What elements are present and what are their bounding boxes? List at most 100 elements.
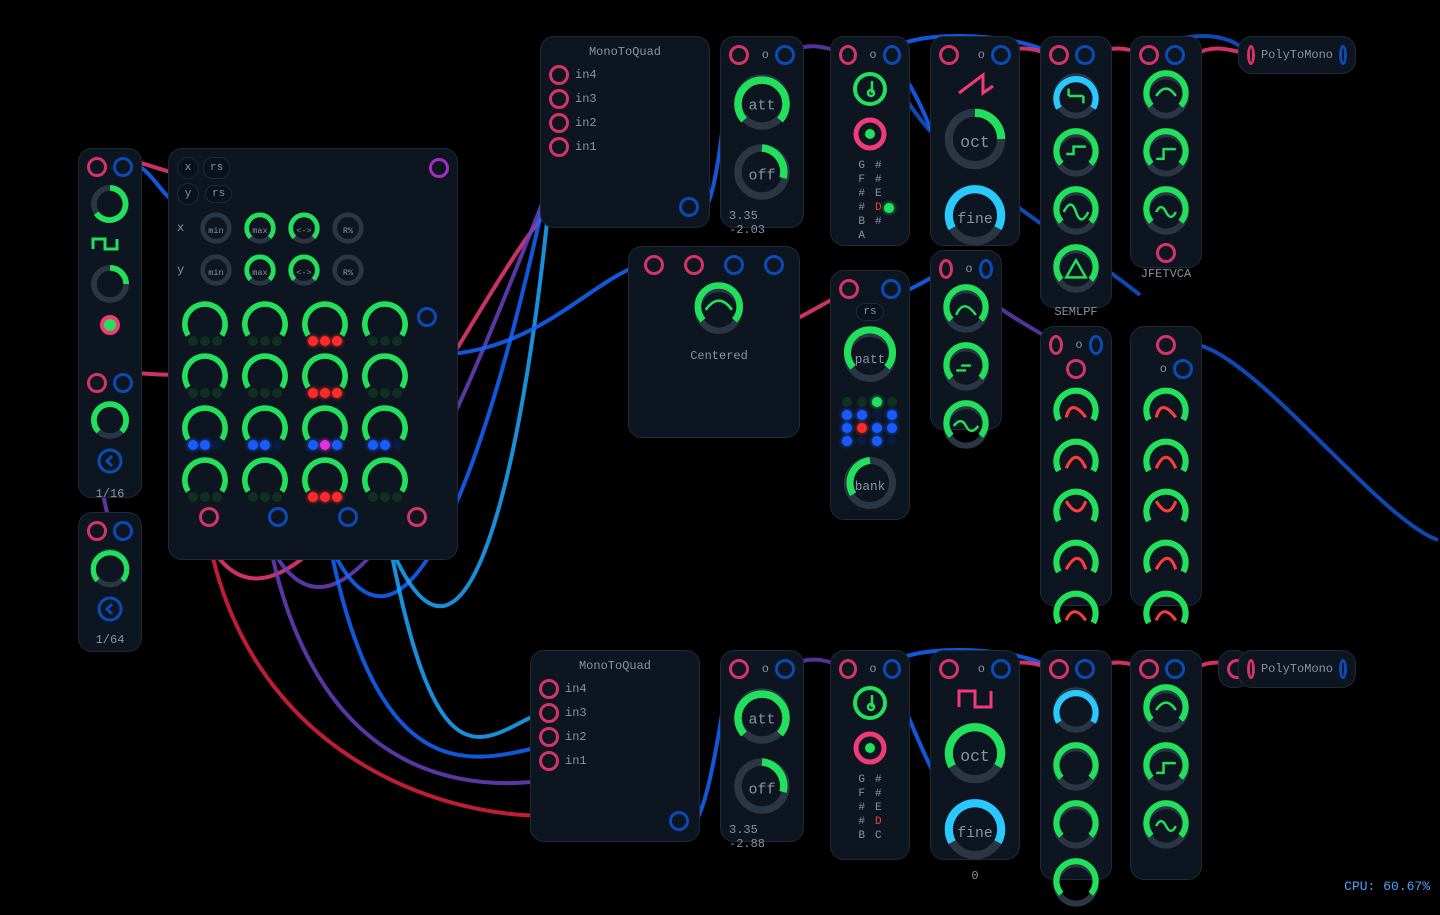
osc2-out[interactable] <box>991 659 1011 679</box>
ao1-att-knob[interactable]: att <box>729 69 795 139</box>
clock1-knob2[interactable] <box>87 261 133 311</box>
m2q1-in4[interactable] <box>549 65 569 85</box>
adsr-in[interactable] <box>939 259 953 279</box>
osc1-out[interactable] <box>991 45 1011 65</box>
seq-step[interactable] <box>237 295 293 343</box>
vca2-in[interactable] <box>1139 659 1159 679</box>
seq-step[interactable] <box>297 347 353 395</box>
p2m2-in[interactable] <box>1247 659 1255 679</box>
ac2-k2[interactable] <box>1049 434 1103 485</box>
clock1-port-in[interactable] <box>113 157 133 177</box>
ac2-k3[interactable] <box>1049 484 1103 535</box>
vca1-knob-2[interactable] <box>1139 127 1193 185</box>
lfo1-out[interactable] <box>724 255 744 275</box>
lfo1-in2[interactable] <box>684 255 704 275</box>
seq-x-btn[interactable]: x <box>177 157 199 179</box>
m2q1-out[interactable] <box>679 197 699 217</box>
seq-step[interactable] <box>357 451 413 499</box>
seq-step[interactable] <box>357 295 413 343</box>
m2q2-in2[interactable] <box>539 727 559 747</box>
clock2-port-in[interactable] <box>113 521 133 541</box>
ao1-out[interactable] <box>775 45 795 65</box>
vca1-knob-3[interactable] <box>1139 185 1193 243</box>
osc1-in[interactable] <box>939 45 959 65</box>
seq-step[interactable] <box>297 399 353 447</box>
rc-k4[interactable] <box>1139 535 1193 586</box>
clock1-port2-in[interactable] <box>113 373 133 393</box>
sh2-k3[interactable] <box>1049 799 1103 857</box>
seq-y-btn[interactable]: y <box>177 183 199 205</box>
clock1-knob1[interactable] <box>87 181 133 231</box>
m2q2-in1[interactable] <box>539 751 559 771</box>
adsr-k2[interactable] <box>939 341 993 399</box>
sh1-knob-4[interactable] <box>1049 243 1103 301</box>
rc-k2[interactable] <box>1139 434 1193 485</box>
lfo1-out2[interactable] <box>764 255 784 275</box>
sh1-knob-2[interactable] <box>1049 127 1103 185</box>
vca2-out[interactable] <box>1165 659 1185 679</box>
sh2-in[interactable] <box>1049 659 1069 679</box>
vca1-in[interactable] <box>1139 45 1159 65</box>
seq-step[interactable] <box>177 399 233 447</box>
ac2-k5[interactable] <box>1049 586 1103 637</box>
seq-y-min[interactable]: min <box>197 251 235 289</box>
p2m1-out[interactable] <box>1339 45 1347 65</box>
pat-bank-knob[interactable]: bank <box>839 452 901 518</box>
seq-x-range[interactable]: <-> <box>285 209 323 247</box>
sh2-k1[interactable] <box>1049 683 1103 741</box>
m2q1-in1[interactable] <box>549 137 569 157</box>
ac2-k1[interactable] <box>1049 383 1103 434</box>
ao1-in[interactable] <box>729 45 749 65</box>
seq-y-range[interactable]: <-> <box>285 251 323 289</box>
ao2-in[interactable] <box>729 659 749 679</box>
seq-step[interactable] <box>237 347 293 395</box>
lfo1-in[interactable] <box>644 255 664 275</box>
q2-record-btn[interactable] <box>839 731 901 769</box>
rc-out[interactable] <box>1173 359 1193 379</box>
pat-out[interactable] <box>881 279 901 299</box>
clock1-port2-out[interactable] <box>87 373 107 393</box>
seq-step[interactable] <box>177 347 233 395</box>
rc-k5[interactable] <box>1139 586 1193 637</box>
vca2-k3[interactable] <box>1139 799 1193 857</box>
seq-out-2[interactable] <box>268 507 288 527</box>
adsr-k3[interactable] <box>939 399 993 457</box>
q1-record-btn[interactable] <box>839 117 901 155</box>
osc2-in[interactable] <box>939 659 959 679</box>
q2-in[interactable] <box>839 659 857 679</box>
rc-k1[interactable] <box>1139 383 1193 434</box>
adsr-out[interactable] <box>979 259 993 279</box>
lfo1-knob-d[interactable] <box>690 281 748 343</box>
vca1-knob-1[interactable] <box>1139 69 1193 127</box>
back-icon-2[interactable] <box>96 595 124 623</box>
clock2-port-out[interactable] <box>87 521 107 541</box>
seq-out-3[interactable] <box>338 507 358 527</box>
rc-in[interactable] <box>1156 335 1176 355</box>
p2m2-out[interactable] <box>1339 659 1347 679</box>
back-icon[interactable] <box>96 447 124 475</box>
seq-step[interactable] <box>297 295 353 343</box>
ac2-in[interactable] <box>1049 335 1063 355</box>
ao2-off-knob[interactable]: off <box>729 753 795 823</box>
seq-step[interactable] <box>357 399 413 447</box>
sh2-k2[interactable] <box>1049 741 1103 799</box>
sh1-knob-1[interactable] <box>1049 69 1103 127</box>
pat-rs[interactable]: rs <box>856 303 883 321</box>
clock1-port-out[interactable] <box>87 157 107 177</box>
pat-in[interactable] <box>839 279 859 299</box>
q1-out[interactable] <box>883 45 901 65</box>
vca2-k2[interactable] <box>1139 741 1193 799</box>
seq-x-rand[interactable]: R% <box>329 209 367 247</box>
seq-x-min[interactable]: min <box>197 209 235 247</box>
ao1-off-knob[interactable]: off <box>729 139 795 209</box>
seq-out-4[interactable] <box>407 507 427 527</box>
ac2-mid[interactable] <box>1066 359 1086 379</box>
vca1-out[interactable] <box>1165 45 1185 65</box>
seq-top-port[interactable] <box>429 158 449 178</box>
clock2-knob[interactable] <box>87 545 133 595</box>
osc1-fine-knob[interactable]: fine <box>939 179 1011 255</box>
seq-y-max[interactable]: max <box>241 251 279 289</box>
seq-step[interactable] <box>177 451 233 499</box>
seq-out-1[interactable] <box>199 507 219 527</box>
osc2-fine-knob[interactable]: fine <box>939 793 1011 869</box>
